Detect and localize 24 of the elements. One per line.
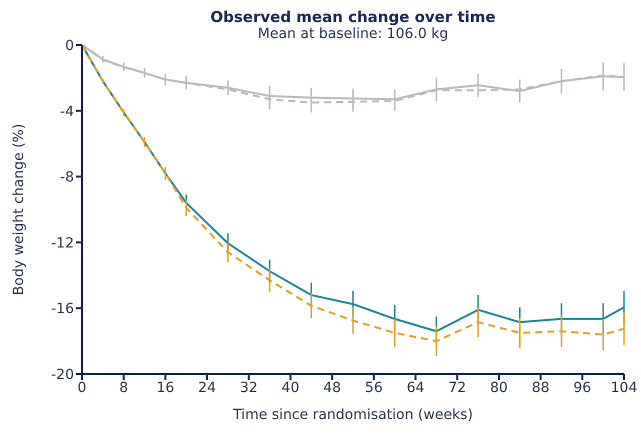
x-tick-label: 40 xyxy=(282,380,300,396)
x-tick-label: 56 xyxy=(364,380,383,396)
y-tick-label: -16 xyxy=(51,301,74,318)
x-tick-label: 88 xyxy=(532,380,550,396)
x-tick-label: 80 xyxy=(490,380,508,396)
y-axis-title: Body weight change (%) xyxy=(10,124,27,296)
x-tick-label: 16 xyxy=(156,380,174,396)
chart-title: Observed mean change over time xyxy=(209,8,497,26)
y-tick-label: -20 xyxy=(51,366,74,383)
x-tick-label: 64 xyxy=(406,380,425,396)
x-tick-label: 32 xyxy=(240,380,258,396)
x-tick-label: 104 xyxy=(610,380,638,396)
y-tick-label: -12 xyxy=(51,235,74,252)
x-tick-label: 72 xyxy=(448,380,466,396)
chart-subtitle: Mean at baseline: 106.0 kg xyxy=(256,26,450,42)
y-tick-label: 0 xyxy=(65,38,74,54)
x-tick-label: 96 xyxy=(573,380,592,396)
y-tick-label: -4 xyxy=(60,104,74,120)
y-tick-label: -8 xyxy=(60,170,74,186)
x-tick-label: 48 xyxy=(323,380,342,396)
x-axis-title: Time since randomisation (weeks) xyxy=(232,407,473,423)
x-tick-label: 24 xyxy=(198,380,216,396)
x-tick-label: 8 xyxy=(119,380,128,396)
x-tick-label: 0 xyxy=(78,380,86,396)
